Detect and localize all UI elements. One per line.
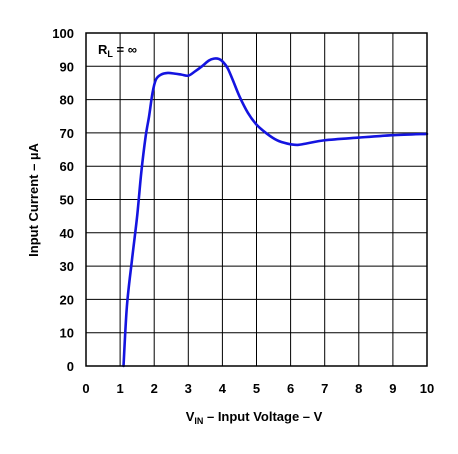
y-tick-label: 50 [60,193,74,208]
plot-frame [85,32,428,367]
x-tick-label: 9 [389,381,396,396]
load-resistance-annotation: RL = ∞ [98,42,137,59]
x-tick-label: 7 [321,381,328,396]
x-tick-label: 2 [151,381,158,396]
x-tick-label: 8 [355,381,362,396]
y-tick-label: 70 [60,126,74,141]
y-tick-label: 40 [60,226,74,241]
x-tick-label: 4 [219,381,227,396]
y-tick-label: 90 [60,59,74,74]
x-tick-label: 1 [116,381,123,396]
grid [85,32,428,367]
x-axis-title-subscript: IN [194,416,203,426]
y-tick-label: 80 [60,93,74,108]
x-tick-label: 3 [185,381,192,396]
y-tick-label: 0 [67,359,74,374]
y-tick-label: 10 [60,326,74,341]
series-layer [122,57,429,368]
y-tick-label: 60 [60,159,74,174]
y-tick-label: 100 [52,26,74,41]
y-axis-title: Input Current – µA [26,143,41,257]
input-current-series-line [122,57,429,368]
y-tick-label: 20 [60,292,74,307]
y-tick-labels: 0 10 20 30 40 50 60 70 80 90 100 [52,26,74,374]
x-tick-label: 5 [253,381,260,396]
annotation-rest: = ∞ [113,42,137,57]
x-tick-label: 10 [420,381,434,396]
annotation-subscript: L [107,49,113,59]
x-axis-title-rest: – Input Voltage – V [203,409,322,424]
x-tick-label: 6 [287,381,294,396]
x-tick-labels: 0 1 2 3 4 5 6 7 8 9 10 [82,381,434,396]
y-tick-label: 30 [60,259,74,274]
x-axis-title: VIN – Input Voltage – V [186,409,323,426]
annotation-main: R [98,42,108,57]
x-tick-label: 0 [82,381,89,396]
x-axis-title-main: V [186,409,195,424]
